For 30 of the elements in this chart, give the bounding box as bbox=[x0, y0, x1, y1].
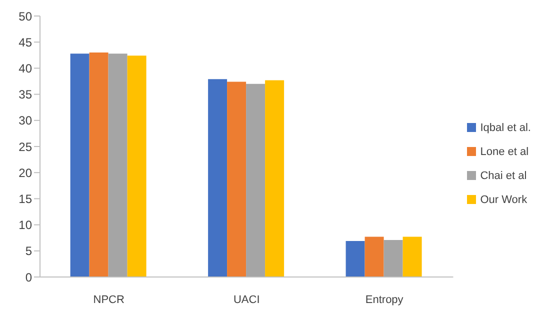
bar bbox=[346, 240, 365, 277]
y-tick-label: 25 bbox=[18, 140, 32, 154]
bar bbox=[127, 56, 146, 277]
legend-label: Chai et al bbox=[480, 170, 527, 182]
y-tick-label: 45 bbox=[18, 35, 32, 50]
bar bbox=[265, 80, 284, 277]
y-tick-label: 35 bbox=[18, 88, 32, 102]
y-tick-label: 20 bbox=[18, 166, 32, 180]
bar bbox=[208, 79, 228, 277]
legend-label: Iqbal et al. bbox=[480, 122, 531, 134]
y-tick-label: 10 bbox=[18, 218, 32, 232]
bar bbox=[108, 54, 128, 277]
legend-label: Lone et al bbox=[480, 146, 529, 158]
bar bbox=[402, 236, 422, 277]
bar bbox=[70, 54, 90, 277]
bar bbox=[227, 82, 246, 277]
y-tick-label: 15 bbox=[18, 192, 32, 206]
bar bbox=[89, 52, 108, 277]
y-tick-label: 0 bbox=[25, 270, 32, 284]
y-tick-label: 50 bbox=[18, 9, 32, 24]
x-tick-label: Entropy bbox=[365, 294, 404, 306]
legend-label: Our Work bbox=[480, 194, 528, 206]
x-tick-label: UACI bbox=[233, 294, 260, 306]
bar bbox=[246, 84, 266, 277]
y-tick-label: 30 bbox=[18, 114, 32, 128]
bar bbox=[384, 240, 403, 277]
bar bbox=[364, 236, 384, 277]
x-tick-label: NPCR bbox=[93, 294, 125, 306]
y-tick-label: 40 bbox=[18, 61, 32, 76]
y-tick-label: 5 bbox=[25, 244, 32, 258]
